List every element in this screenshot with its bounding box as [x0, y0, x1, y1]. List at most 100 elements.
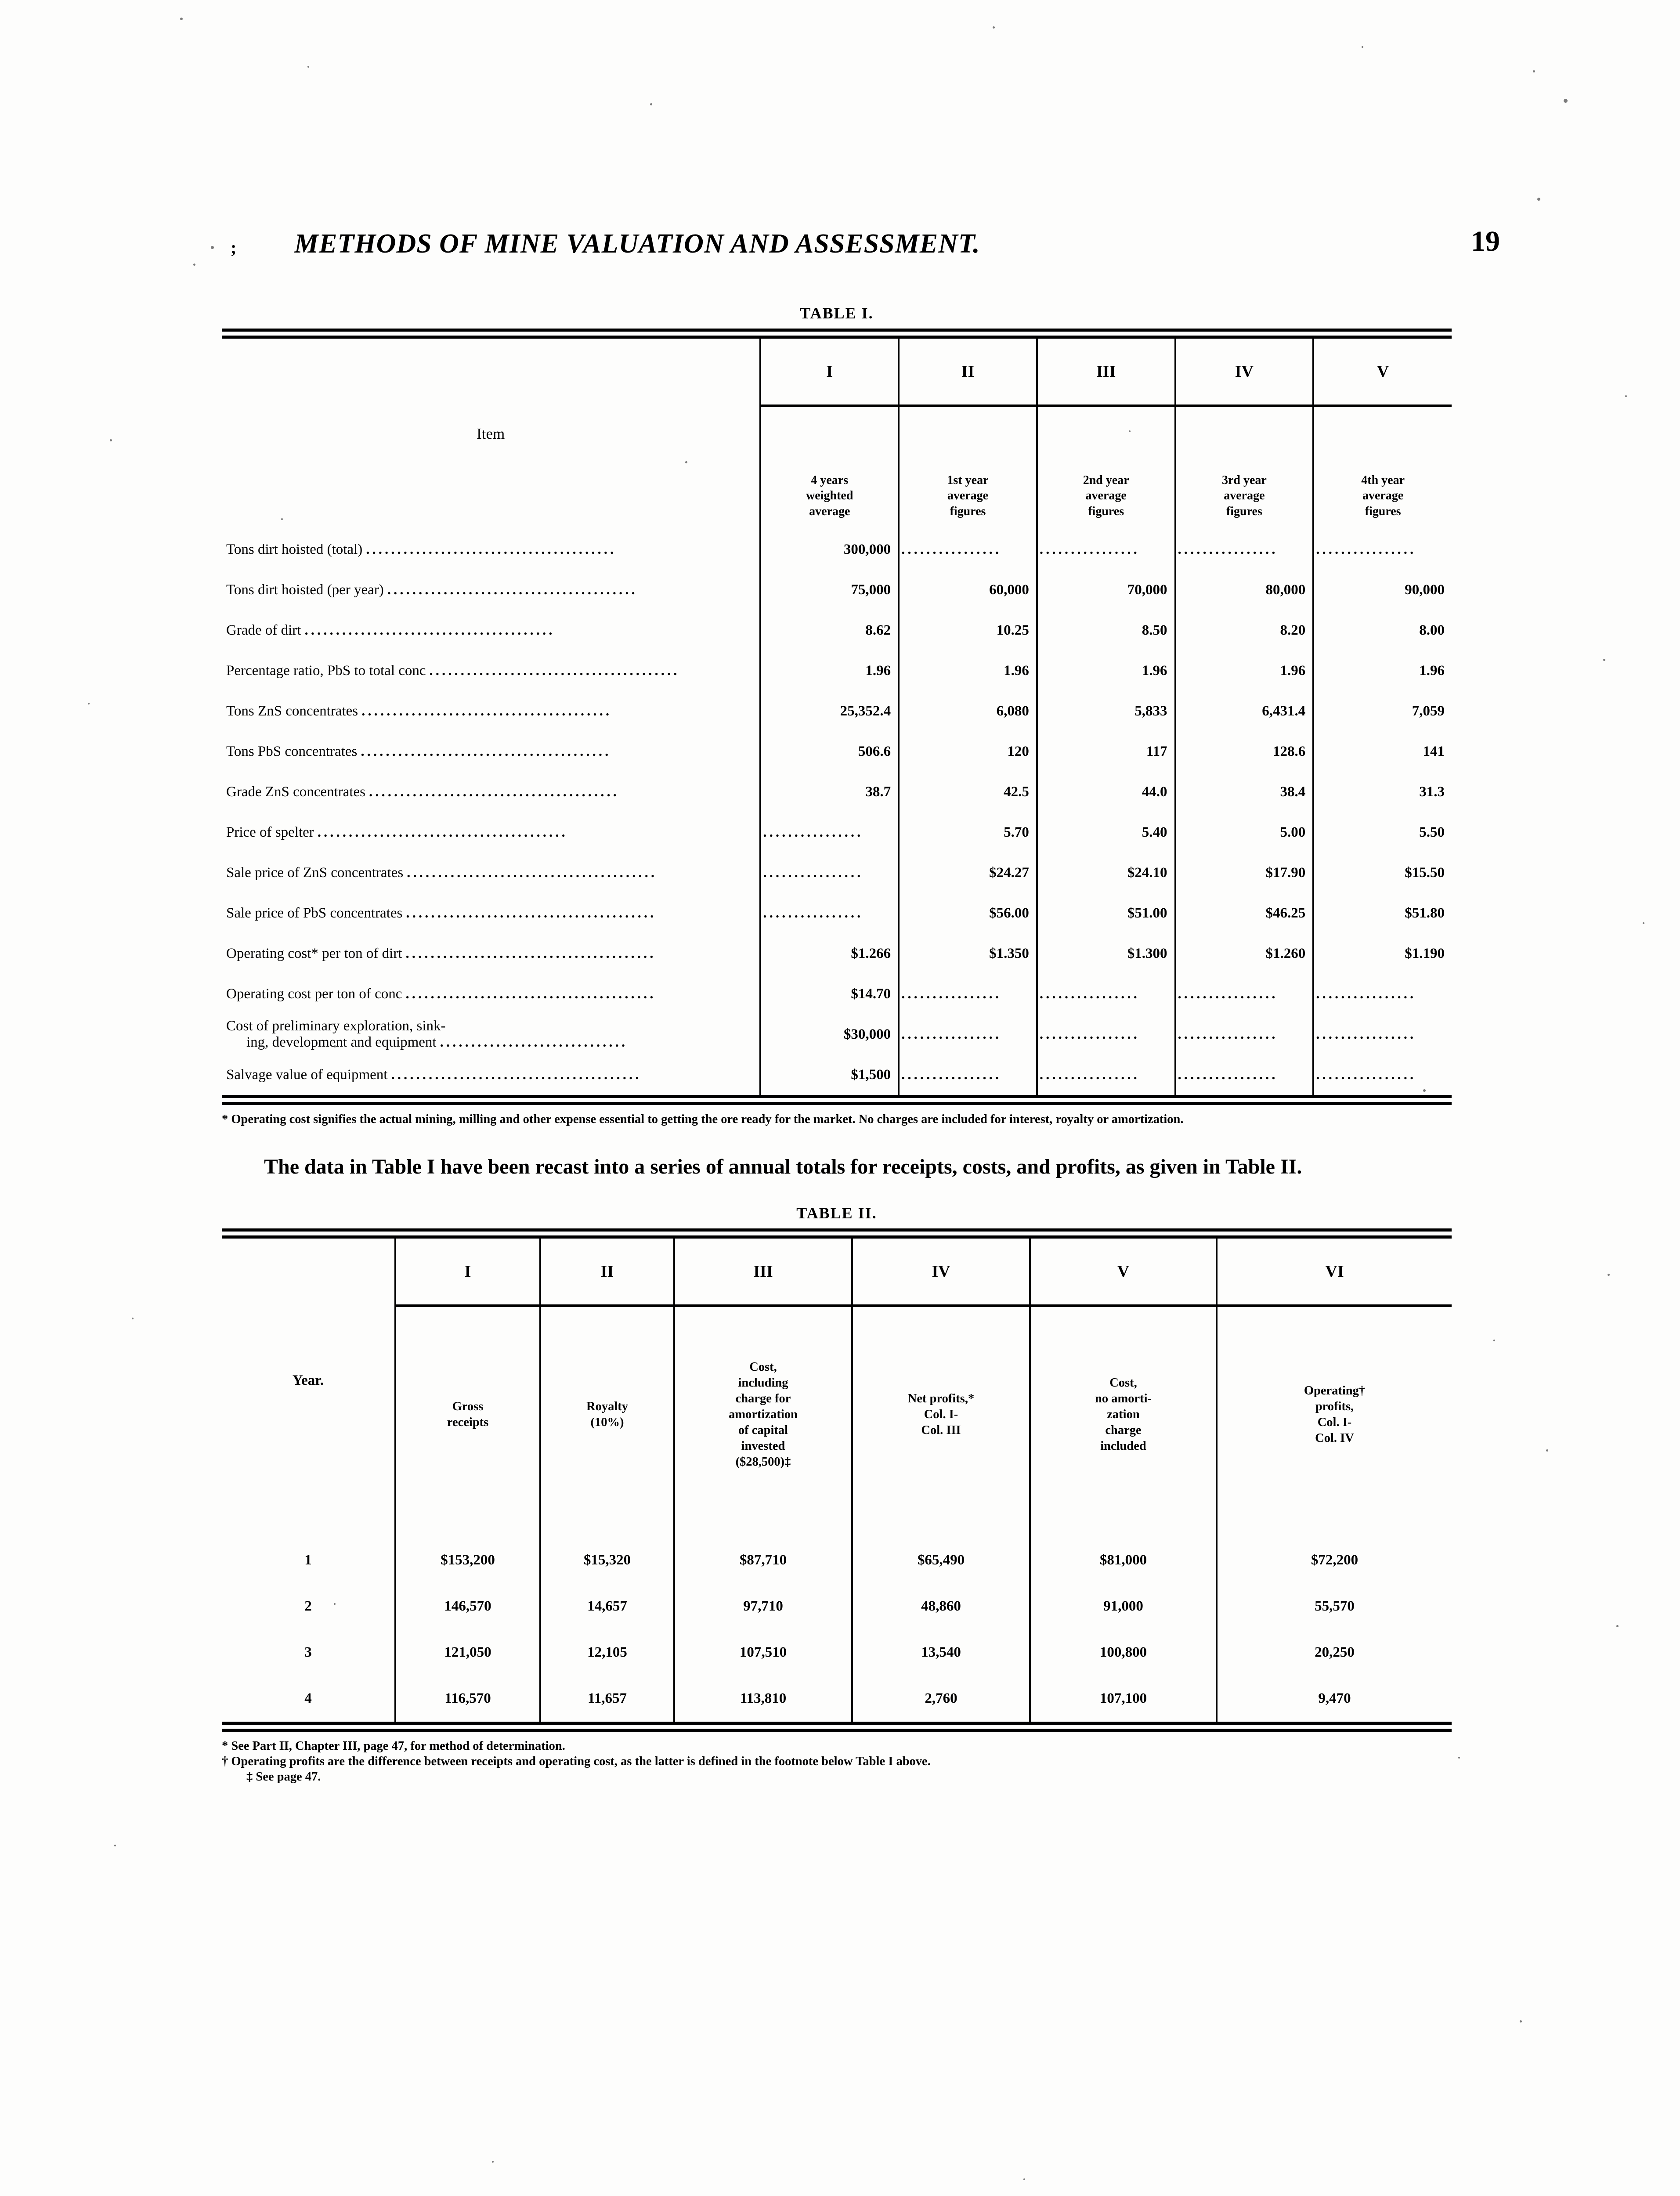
table-1-cell: $1.260	[1174, 933, 1314, 974]
table-1-cell: 128.6	[1174, 731, 1314, 772]
scan-speck	[307, 66, 309, 68]
table-1-cell: 8.20	[1174, 610, 1314, 650]
table-1-cell: 1.96	[1312, 650, 1452, 691]
table-2-column-header-3: Cost, including charge for amortization of c…	[673, 1304, 852, 1523]
table-2-cell: 97,710	[673, 1583, 852, 1630]
table-1-row-label: Cost of preliminary exploration, sink-in…	[226, 1018, 628, 1050]
table-1-cell: 5,833	[1036, 691, 1175, 731]
table-1-row-label: Percentage ratio, PbS to total conc.....…	[226, 662, 680, 679]
table-1-row-label: Grade of dirt...........................…	[226, 622, 555, 638]
footnote-dagger: † Operating profits are the difference b…	[222, 1754, 931, 1768]
table-1-column-numeral-5: V	[1312, 339, 1452, 406]
table-1-cell: ................	[1174, 1014, 1314, 1055]
scan-speck	[492, 2161, 494, 2163]
table-2-cell: $72,200	[1216, 1537, 1452, 1584]
scan-speck	[88, 703, 90, 704]
scan-speck	[1625, 395, 1627, 397]
page-content: ; METHODS OF MINE VALUATION AND ASSESSME…	[222, 225, 1500, 1784]
scan-speck	[685, 461, 687, 463]
scan-speck	[1616, 1625, 1619, 1627]
scan-speck	[281, 518, 283, 520]
running-head: ; METHODS OF MINE VALUATION AND ASSESSME…	[222, 225, 1500, 281]
table-row: Cost of preliminary exploration, sink-in…	[222, 1014, 1452, 1055]
table-1-cell: $1.266	[759, 933, 899, 974]
table-row: Salvage value of equipment..............…	[222, 1055, 1452, 1095]
table-1-cell: 70,000	[1036, 570, 1175, 610]
table-1-cell: ................	[1174, 974, 1314, 1014]
table-1-cell: 120	[898, 731, 1037, 772]
table-2-year-cell: 1	[304, 1552, 312, 1568]
table-1-footnote: * Operating cost signifies the actual mi…	[222, 1112, 1184, 1126]
table-2-column-numeral-1: I	[394, 1239, 540, 1306]
table-2-cell: 91,000	[1029, 1583, 1217, 1630]
scan-speck	[1309, 1392, 1311, 1394]
scan-speck	[1643, 922, 1644, 924]
table-1-column-numeral-3: III	[1036, 339, 1175, 406]
table-2-column-header-5: Cost, no amorti-zation charge included	[1029, 1304, 1217, 1523]
table-2-top-rule	[222, 1228, 1452, 1239]
table-1-row-label: Sale price of PbS concentrates..........…	[226, 905, 657, 921]
table-2-cell: 113,810	[673, 1676, 852, 1722]
table-1-row-label: Grade ZnS concentrates..................…	[226, 784, 620, 800]
table-2-column-numeral-5: V	[1029, 1239, 1217, 1306]
table-2-year-cell: 2	[304, 1598, 312, 1614]
table-2-cell: 20,250	[1216, 1629, 1452, 1676]
scan-speck	[114, 1845, 116, 1846]
table-1-cell: 7,059	[1312, 691, 1452, 731]
table-1-cell: 300,000	[759, 529, 899, 570]
scan-speck	[1458, 1757, 1460, 1759]
table-1-cell: 44.0	[1036, 772, 1175, 812]
table-2-column-numeral-4: IV	[851, 1239, 1030, 1306]
table-2-cell: $87,710	[673, 1537, 852, 1584]
scan-speck	[334, 1603, 336, 1605]
table-2-cell: 9,470	[1216, 1676, 1452, 1722]
table-row: Sale price of ZnS concentrates..........…	[222, 852, 1452, 893]
scan-speck	[132, 1318, 134, 1319]
table-1-cell: $51.00	[1036, 893, 1175, 933]
table-1-cell: 5.00	[1174, 812, 1314, 852]
table-1-row-label: Salvage value of equipment..............…	[226, 1066, 642, 1083]
table-1-cell: 1.96	[759, 650, 899, 691]
table-1-cell: $46.25	[1174, 893, 1314, 933]
scan-speck	[1537, 198, 1540, 201]
scan-speck	[180, 18, 183, 20]
table-row: Operating cost* per ton of dirt.........…	[222, 933, 1452, 974]
scan-speck	[650, 103, 652, 105]
table-1-row-label: Operating cost* per ton of dirt.........…	[226, 945, 656, 961]
table-2-cell: $153,200	[394, 1537, 540, 1584]
body-paragraph: The data in Table I have been recast int…	[222, 1153, 1452, 1181]
table-1-cell: ................	[1312, 974, 1452, 1014]
table-2-cell: $15,320	[539, 1537, 674, 1584]
scan-speck	[211, 246, 214, 249]
table-2-cell: 55,570	[1216, 1583, 1452, 1630]
table-2-cell: 100,800	[1029, 1629, 1217, 1676]
table-1-cell: ................	[759, 812, 899, 852]
table-row: 1 $153,200 $15,320 $87,710 $65,490 $81,000 $72…	[222, 1537, 1452, 1584]
table-1-cell: 60,000	[898, 570, 1037, 610]
table-1-cell: $1.190	[1312, 933, 1452, 974]
scan-speck	[1608, 1274, 1610, 1276]
scan-speck	[1023, 2178, 1025, 2180]
table-2-cell: $65,490	[851, 1537, 1030, 1584]
table-1-cell: ................	[1036, 529, 1175, 570]
table-1-cell: 38.7	[759, 772, 899, 812]
table-2-cell: 12,105	[539, 1629, 674, 1676]
table-1-row-label: Tons PbS concentrates...................…	[226, 743, 611, 759]
table-row: Tons ZnS concentrates...................…	[222, 691, 1452, 731]
scan-speck	[1129, 430, 1131, 432]
table-2-column-numeral-3: III	[673, 1239, 852, 1306]
table-1-column-subhead-4: 3rd year average figures	[1174, 405, 1314, 529]
table-1-cell: $15.50	[1312, 852, 1452, 893]
table-1-column-numeral-2: II	[898, 339, 1037, 406]
table-1-cell: 8.00	[1312, 610, 1452, 650]
table-2-bottom-rule	[222, 1722, 1452, 1732]
table-1-cell: 8.50	[1036, 610, 1175, 650]
table-1-cell: ................	[1036, 1014, 1175, 1055]
table-row: Tons dirt hoisted (total)...............…	[222, 529, 1452, 570]
table-row: Grade of dirt...........................…	[222, 610, 1452, 650]
table-row: Operating cost per ton of conc..........…	[222, 974, 1452, 1014]
table-row: Price of spelter........................…	[222, 812, 1452, 852]
table-1-cell: ................	[1174, 529, 1314, 570]
table-1-cell: $51.80	[1312, 893, 1452, 933]
table-1-row-label: Tons dirt hoisted (total)...............…	[226, 541, 617, 557]
